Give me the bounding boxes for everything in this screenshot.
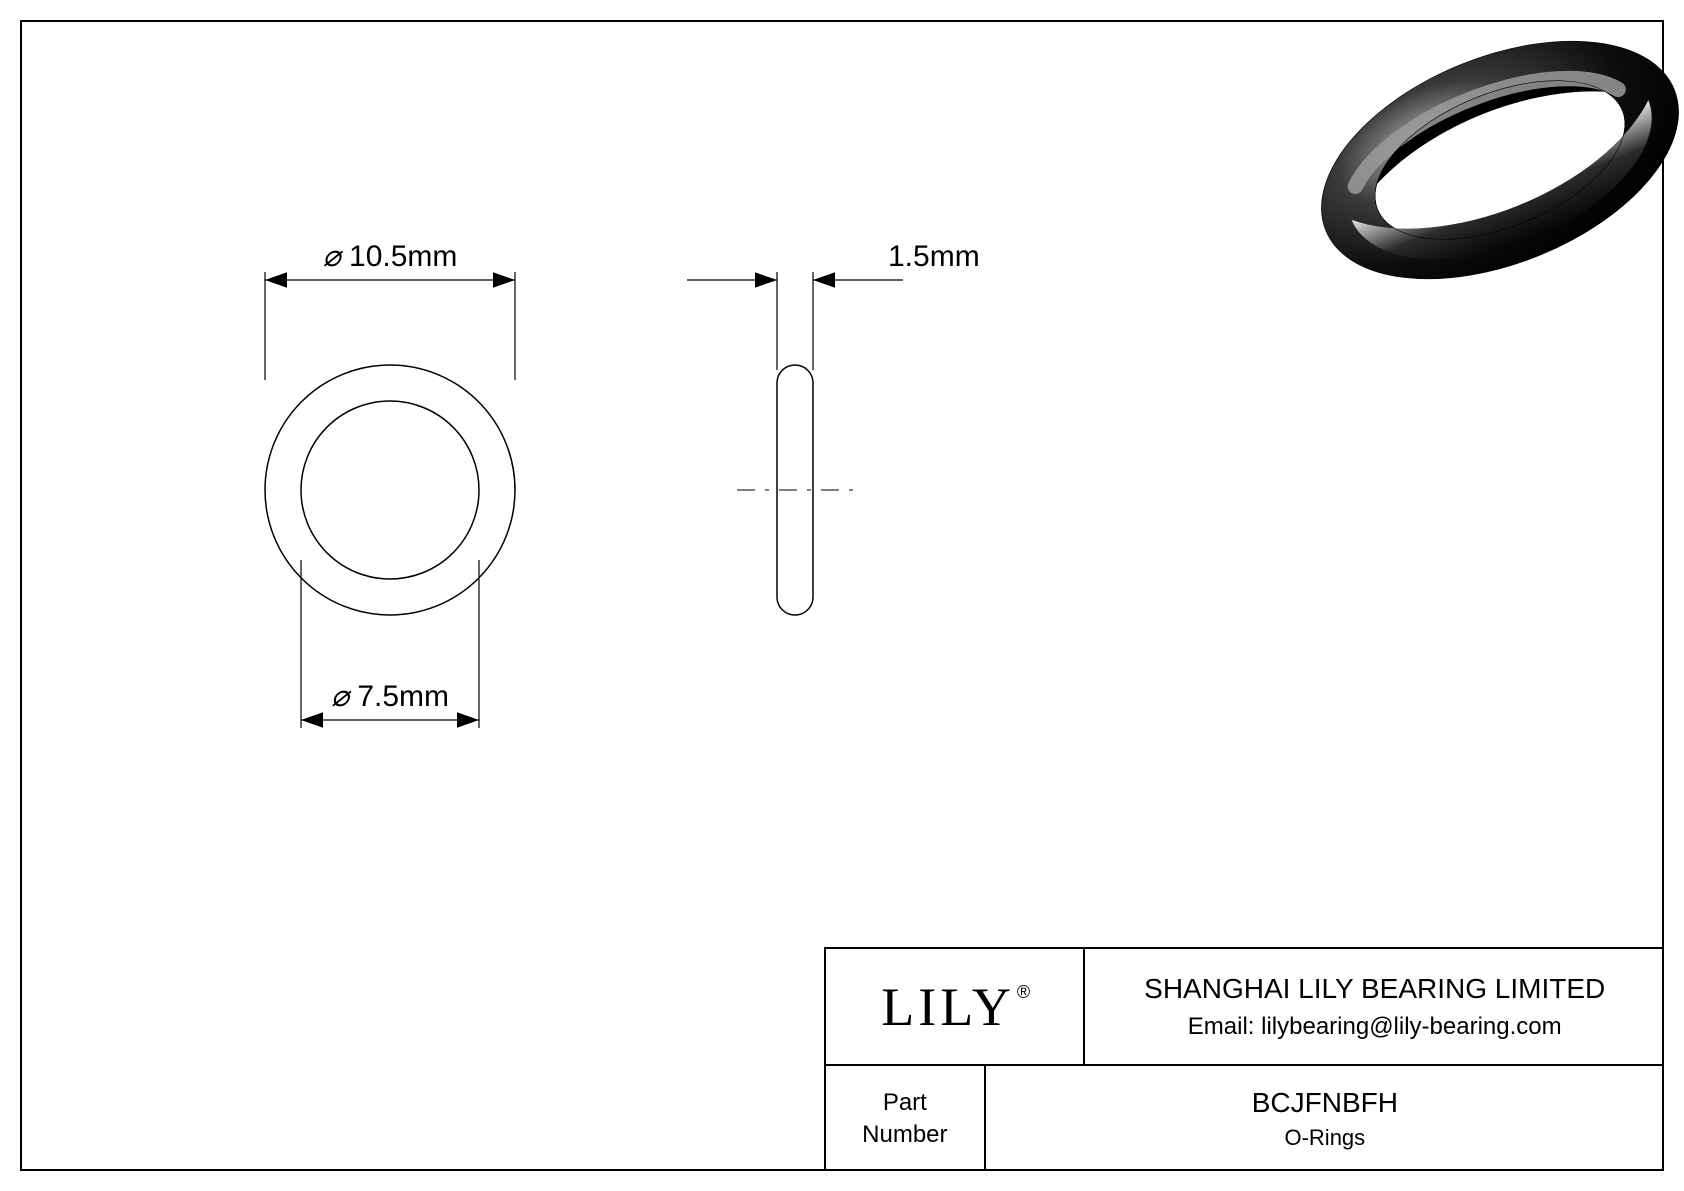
part-number-label-2: Number [862, 1119, 947, 1150]
title-block-row-2: Part Number BCJFNBFH O-Rings [826, 1066, 1664, 1171]
part-number-value: BCJFNBFH [1252, 1087, 1398, 1119]
part-number-label-cell: Part Number [826, 1066, 986, 1171]
logo: LILY® [881, 980, 1028, 1034]
page: ⌀ 10.5mm ⌀ 7.5mm 1.5mm LILY® SHANGHAI LILY… [0, 0, 1684, 1191]
logo-text: LILY [881, 977, 1015, 1037]
title-block: LILY® SHANGHAI LILY BEARING LIMITED Emai… [824, 947, 1664, 1171]
svg-text:⌀ 7.5mm: ⌀ 7.5mm [331, 680, 449, 713]
part-number-label-1: Part [883, 1087, 927, 1118]
side-view: 1.5mm [687, 240, 980, 615]
iso-view [1287, 0, 1684, 326]
part-description: O-Rings [1284, 1125, 1365, 1151]
svg-text:1.5mm: 1.5mm [888, 240, 980, 273]
front-view: ⌀ 10.5mm ⌀ 7.5mm [265, 240, 515, 728]
part-number-value-cell: BCJFNBFH O-Rings [986, 1066, 1664, 1171]
svg-text:⌀ 10.5mm: ⌀ 10.5mm [323, 240, 458, 273]
title-block-row-1: LILY® SHANGHAI LILY BEARING LIMITED Emai… [826, 949, 1664, 1066]
registered-mark: ® [1017, 982, 1030, 1002]
company-name: SHANGHAI LILY BEARING LIMITED [1144, 973, 1605, 1005]
company-email: Email: lilybearing@lily-bearing.com [1188, 1013, 1562, 1041]
logo-cell: LILY® [826, 949, 1085, 1064]
company-cell: SHANGHAI LILY BEARING LIMITED Email: lil… [1085, 949, 1664, 1064]
